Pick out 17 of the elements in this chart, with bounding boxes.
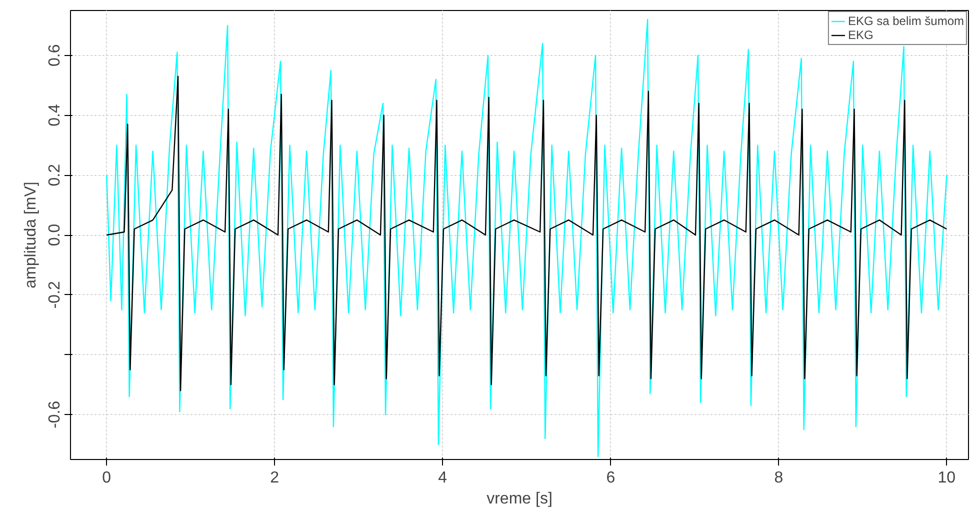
- x-tick-label: 6: [606, 470, 616, 486]
- y-tick-label: -0.2: [46, 280, 64, 309]
- x-tick-label: 2: [270, 470, 280, 486]
- x-tick-label: 8: [774, 470, 784, 486]
- x-axis-title: vreme [s]: [486, 490, 552, 508]
- line-series: [106, 76, 948, 392]
- legend-label: EKG: [848, 28, 874, 42]
- legend-label: EKG sa belim šumom: [848, 14, 964, 28]
- y-tick-label: 0.4: [46, 104, 64, 126]
- x-tick-label: 10: [938, 470, 956, 486]
- y-tick-label: 0.2: [46, 164, 64, 186]
- x-tick-label: 4: [438, 470, 448, 486]
- x-tick-label: 0: [102, 470, 112, 486]
- y-tick-label: 0.0: [46, 224, 64, 246]
- y-axis-title: amplituda [mV]: [22, 182, 40, 288]
- y-tick-label: 0.6: [46, 44, 64, 67]
- y-tick-label: -0.6: [46, 400, 64, 428]
